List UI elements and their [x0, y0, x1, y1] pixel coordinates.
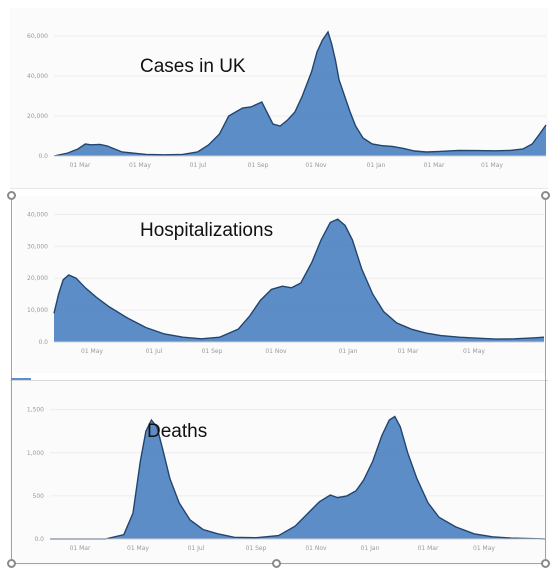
hospitalizations-y-tick-label: 0.0 — [38, 339, 48, 346]
selection-frame-right-edge — [545, 196, 546, 564]
cases-y-tick-label: 20,000 — [27, 113, 48, 120]
deaths-x-tick-label: 01 May — [127, 545, 149, 552]
hospitalizations-y-tick-label: 30,000 — [27, 243, 48, 250]
resize-handle-top-left[interactable] — [7, 191, 16, 200]
hospitalizations-x-tick-label: 01 Jan — [339, 348, 358, 355]
cases-x-tick-label: 01 May — [129, 162, 151, 169]
hospitalizations-y-tick-label: 40,000 — [27, 211, 48, 218]
cases-series-line — [53, 30, 547, 157]
hospitalizations-x-tick-label: 01 May — [463, 348, 485, 355]
cases-chart: 0.0 20,000 40,000 60,000 01 Mar 01 May 01 Jul 0… — [27, 30, 547, 169]
deaths-y-tick-label: 500 — [33, 493, 45, 500]
cases-y-tick-label: 40,000 — [27, 73, 48, 80]
cases-x-tick-label: 01 Mar — [70, 162, 91, 169]
cases-x-tick-label: 01 Jul — [190, 162, 207, 169]
deaths-chart: 0.0 500 1,000 1,500 01 Mar 01 May 01 Jul 01 Sep… — [27, 407, 547, 552]
selection-accent-mark — [11, 378, 31, 380]
resize-handle-bottom-right[interactable] — [541, 559, 550, 568]
cases-area — [54, 32, 546, 156]
deaths-x-tick-label: 01 Mar — [418, 545, 439, 552]
deaths-x-tick-label: 01 Jan — [361, 545, 380, 552]
deaths-x-tick-label: 01 May — [473, 545, 495, 552]
resize-handle-bottom-left[interactable] — [7, 559, 16, 568]
hospitalizations-series-line — [53, 218, 545, 340]
cases-x-tick-label: 01 Nov — [305, 162, 327, 169]
hospitalizations-x-tick-label: 01 May — [81, 348, 103, 355]
hospitalizations-y-tick-label: 20,000 — [27, 275, 48, 282]
cases-chart-panel: 0.0 20,000 40,000 60,000 01 Mar 01 May 01 Jul 0… — [10, 8, 548, 189]
hospitalizations-x-tick-label: 01 Jul — [146, 348, 163, 355]
hospitalizations-x-tick-label: 01 Mar — [398, 348, 419, 355]
deaths-chart-panel: 0.0 500 1,000 1,500 01 Mar 01 May 01 Jul 01 Sep… — [10, 380, 548, 566]
hospitalizations-y-tick-label: 10,000 — [27, 307, 48, 314]
cases-y-tick-label: 60,000 — [27, 33, 48, 40]
hospitalizations-area — [54, 219, 544, 342]
cases-chart-title: Cases in UK — [140, 56, 246, 77]
deaths-x-tick-label: 01 Mar — [70, 545, 91, 552]
hospitalizations-x-tick-label: 01 Sep — [202, 348, 223, 355]
deaths-area — [50, 416, 546, 539]
cases-x-tick-label: 01 Mar — [424, 162, 445, 169]
cases-x-tick-label: 01 Sep — [248, 162, 269, 169]
resize-handle-top-right[interactable] — [541, 191, 550, 200]
deaths-y-tick-label: 0.0 — [34, 536, 44, 543]
resize-handle-bottom-center[interactable] — [272, 559, 281, 568]
hospitalizations-chart-title: Hospitalizations — [140, 220, 274, 241]
cases-y-tick-label: 0.0 — [38, 153, 48, 160]
selection-frame-left-edge — [11, 196, 12, 564]
deaths-x-tick-label: 01 Nov — [305, 545, 327, 552]
deaths-y-tick-label: 1,500 — [27, 407, 44, 414]
cases-x-tick-label: 01 May — [481, 162, 503, 169]
hospitalizations-chart-panel: 0.0 10,000 20,000 30,000 40,000 01 May 01 Jul 0… — [14, 196, 546, 373]
hospitalizations-chart: 0.0 10,000 20,000 30,000 40,000 01 May 01 Jul 0… — [27, 211, 545, 355]
hospitalizations-x-tick-label: 01 Nov — [265, 348, 287, 355]
deaths-chart-title: Deaths — [147, 421, 208, 442]
cases-x-tick-label: 01 Jan — [367, 162, 386, 169]
deaths-x-tick-label: 01 Jul — [188, 545, 205, 552]
deaths-series-line — [50, 415, 547, 540]
deaths-y-tick-label: 1,000 — [27, 450, 44, 457]
deaths-x-tick-label: 01 Sep — [246, 545, 267, 552]
